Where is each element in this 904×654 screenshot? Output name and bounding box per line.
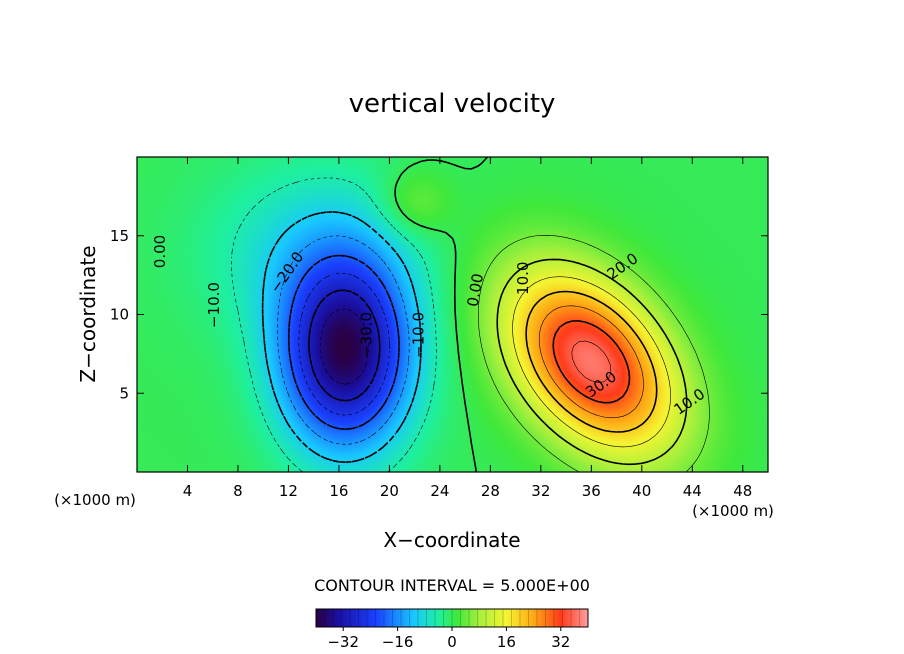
contour-line xyxy=(231,177,437,472)
contour-label: −10.0 xyxy=(205,282,223,328)
x-tick-label: 8 xyxy=(233,482,243,500)
colorbar-tick-label: 0 xyxy=(447,633,457,651)
x-tick-label: 40 xyxy=(632,482,651,500)
colorbar-ticks: −32 −16 0 16 32 xyxy=(315,609,589,651)
colorbar: −32 −16 0 16 32 xyxy=(315,608,589,651)
contour-line xyxy=(277,235,410,445)
y-axis: 5 10 15 xyxy=(110,227,768,402)
contour-label: 0.00 xyxy=(151,235,169,268)
contour-line xyxy=(512,276,671,448)
x-tick-label: 16 xyxy=(329,482,348,500)
y-tick-label: 10 xyxy=(110,306,129,324)
x-tick-label: 12 xyxy=(279,482,298,500)
velocity-field xyxy=(137,157,768,472)
contour-lines xyxy=(231,157,710,472)
x-unit-right: (×1000 m) xyxy=(692,502,774,520)
y-tick-label: 15 xyxy=(110,227,129,245)
contour-line xyxy=(308,289,381,402)
x-tick-label: 44 xyxy=(683,482,702,500)
contour-line xyxy=(571,340,612,383)
contour-line xyxy=(552,320,631,404)
contour-line xyxy=(394,157,489,472)
x-unit-left: (×1000 m) xyxy=(54,491,136,509)
contour-line xyxy=(298,272,390,416)
colorbar-tick-label: 32 xyxy=(551,633,570,651)
y-axis-label: Z−coordinate xyxy=(76,245,100,382)
colorbar-tick-label: 16 xyxy=(497,633,516,651)
contour-line xyxy=(319,308,369,385)
contour-line xyxy=(496,258,688,466)
contour-interval-note: CONTOUR INTERVAL = 5.000E+00 xyxy=(314,576,590,595)
plot-area: 0.00−10.0−20.0−30.0 −10.00.00 10.0 20.030.0… xyxy=(136,156,769,473)
chart-title: vertical velocity xyxy=(349,89,556,119)
x-tick-label: 28 xyxy=(481,482,500,500)
contour-line xyxy=(538,305,644,419)
x-axis-label: X−coordinate xyxy=(383,528,520,552)
x-tick-label: 4 xyxy=(183,482,193,500)
contour-line xyxy=(261,211,422,463)
x-tick-label: 48 xyxy=(733,482,752,500)
x-tick-label: 36 xyxy=(582,482,601,500)
contour-label: −10.0 xyxy=(409,312,427,358)
contour-label: −30.0 xyxy=(358,312,376,358)
contour-label: 10.0 xyxy=(514,262,532,295)
contour-line xyxy=(478,235,710,472)
y-tick-label: 5 xyxy=(119,384,129,402)
contour-line xyxy=(525,290,658,433)
contour-label: 0.00 xyxy=(464,272,488,308)
x-tick-label: 24 xyxy=(430,482,449,500)
colorbar-tick-label: −16 xyxy=(382,633,414,651)
x-axis: 4 8 12 16 20 24 28 32 36 40 44 48 xyxy=(183,157,752,500)
x-tick-label: 32 xyxy=(531,482,550,500)
colorbar-tick-label: −32 xyxy=(327,633,359,651)
x-tick-label: 20 xyxy=(380,482,399,500)
contour-line xyxy=(288,254,400,430)
